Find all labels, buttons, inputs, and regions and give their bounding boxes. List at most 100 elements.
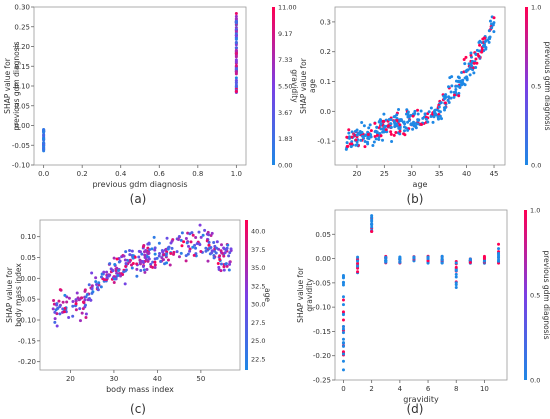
data-point (467, 62, 471, 66)
data-point (419, 109, 423, 113)
data-point (143, 255, 147, 259)
data-point (470, 59, 474, 63)
data-point (194, 246, 198, 250)
panel-label-d: (d) (407, 402, 424, 416)
data-point (227, 254, 231, 258)
data-point (370, 225, 374, 229)
y-axis-label: SHAP value forage (299, 57, 317, 114)
data-point (52, 299, 56, 303)
data-point (177, 255, 181, 259)
data-point (58, 312, 62, 316)
data-point (492, 21, 496, 25)
x-tick-label: 4 (398, 385, 403, 393)
colorbar-tick-label: 11.00 (278, 4, 297, 12)
data-point (497, 256, 501, 260)
data-point (355, 143, 359, 147)
data-point (71, 304, 75, 308)
data-point (234, 58, 238, 62)
data-point (395, 122, 399, 126)
data-point (462, 82, 466, 86)
data-point (404, 112, 408, 116)
colorbar-tick-label: 7.33 (278, 56, 292, 64)
colorbar-tick-label: 0.0 (531, 162, 541, 170)
data-point (465, 75, 469, 79)
data-point (350, 142, 354, 146)
data-point (341, 295, 345, 299)
data-point (406, 120, 410, 124)
data-point (447, 85, 451, 89)
panel-a: 0.0 0.2 0.4 0.6 0.8 1.0 -0.10 -0.05 0.00 0.05 0.10… (3, 4, 299, 190)
data-point (141, 259, 145, 263)
data-point (411, 127, 415, 131)
data-point (170, 239, 174, 243)
data-point (406, 110, 410, 114)
data-point (217, 265, 221, 269)
data-point (234, 84, 238, 88)
data-point (67, 316, 71, 320)
data-point (84, 295, 88, 299)
y-tick-label: 0.0 (320, 108, 331, 116)
colorbar (525, 7, 528, 165)
x-tick-label: 0.0 (38, 170, 49, 178)
data-point (199, 235, 203, 239)
data-point (403, 133, 407, 137)
colorbar (524, 210, 527, 380)
data-point (42, 137, 46, 141)
data-point (111, 269, 115, 273)
data-point (452, 95, 456, 99)
data-point (53, 317, 57, 321)
data-point (381, 130, 385, 134)
data-point (234, 51, 238, 55)
data-point (180, 231, 184, 235)
data-point (341, 341, 345, 345)
data-point (427, 110, 431, 114)
colorbar-tick-label: 3.67 (278, 109, 292, 117)
colorbar-tick-label: 25.0 (251, 337, 265, 345)
x-axis-label: body mass index (106, 385, 174, 394)
data-point (204, 246, 208, 250)
data-point (137, 255, 141, 259)
data-point (234, 34, 238, 38)
data-point (438, 110, 442, 114)
data-point (153, 248, 157, 252)
data-point (187, 244, 191, 248)
data-point (229, 247, 233, 251)
data-point (444, 105, 448, 109)
data-point (429, 115, 433, 119)
y-tick-label: -0.15 (18, 337, 36, 345)
data-point (201, 233, 205, 237)
data-point (457, 91, 461, 95)
data-point (168, 263, 172, 267)
data-point (74, 308, 78, 312)
data-point (205, 232, 209, 236)
data-point (218, 254, 222, 258)
data-point (454, 265, 458, 269)
data-point (341, 274, 345, 278)
data-point (166, 258, 170, 262)
data-point (63, 293, 67, 297)
x-tick-label: 8 (454, 385, 458, 393)
data-point (469, 62, 473, 66)
data-point (359, 138, 363, 142)
data-point (370, 222, 374, 226)
data-point (492, 16, 496, 20)
data-point (490, 26, 494, 30)
y-axis-label: SHAP value forbody mass index (5, 263, 23, 327)
data-point (416, 112, 420, 116)
data-point (395, 119, 399, 123)
panel-label-a: (a) (130, 192, 147, 206)
data-point (143, 253, 147, 257)
data-point (220, 251, 224, 255)
data-point (411, 114, 415, 118)
data-point (117, 260, 121, 264)
x-tick-label: 20 (352, 170, 361, 178)
data-point (426, 259, 430, 263)
data-point (149, 262, 153, 266)
data-point (389, 130, 393, 134)
data-point (464, 55, 468, 59)
data-point (373, 134, 377, 138)
data-point (90, 284, 94, 288)
data-point (497, 247, 501, 251)
data-point (456, 80, 460, 84)
